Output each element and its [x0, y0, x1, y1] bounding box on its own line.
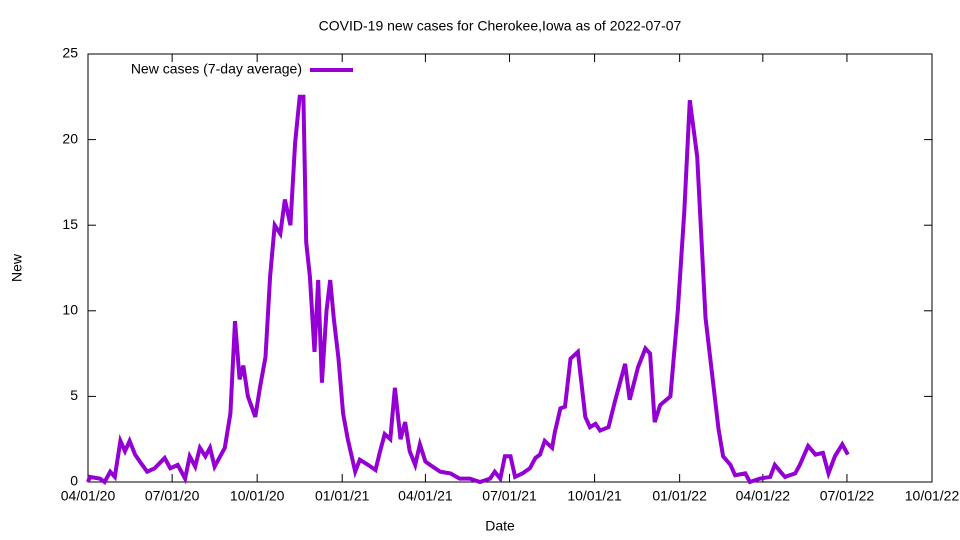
y-tick-label: 25	[62, 45, 78, 61]
x-axis-label: Date	[485, 518, 515, 534]
x-tick-label: 04/01/21	[398, 488, 453, 504]
chart-title: COVID-19 new cases for Cherokee,Iowa as …	[319, 18, 682, 34]
x-tick-label: 07/01/20	[145, 488, 200, 504]
x-tick-label: 10/01/21	[567, 488, 622, 504]
x-tick-label: 04/01/22	[736, 488, 791, 504]
x-tick-label: 01/01/21	[315, 488, 370, 504]
y-tick-label: 5	[70, 387, 78, 403]
legend-label: New cases (7-day average)	[131, 61, 302, 77]
x-tick-label: 10/01/20	[230, 488, 285, 504]
y-tick-label: 20	[62, 130, 78, 146]
x-tick-label: 10/01/22	[905, 488, 960, 504]
data-line	[86, 94, 850, 485]
y-tick-label: 0	[70, 473, 78, 489]
y-axis-label: New	[9, 253, 25, 282]
plot-frame	[87, 53, 933, 483]
x-tick-label: 07/01/21	[482, 488, 537, 504]
y-tick-label: 10	[62, 302, 78, 318]
x-tick-label: 01/01/22	[652, 488, 707, 504]
x-tick-label: 04/01/20	[61, 488, 116, 504]
x-tick-label: 07/01/22	[820, 488, 875, 504]
y-tick-label: 15	[62, 216, 78, 232]
